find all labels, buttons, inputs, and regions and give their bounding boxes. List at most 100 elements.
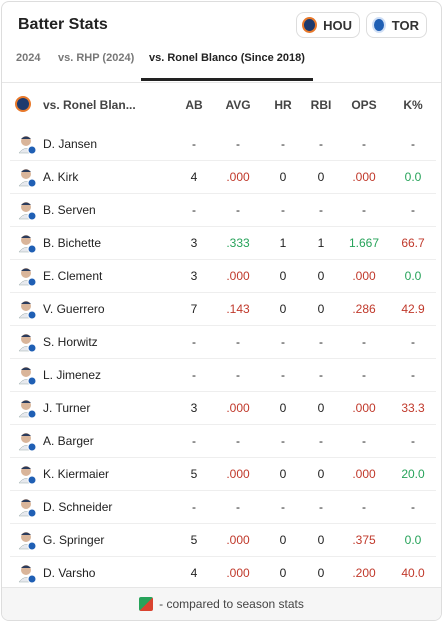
player-row: J. Turner 3 .000 0 0 .000 33.3 — [10, 392, 436, 425]
player-name[interactable]: D. Jansen — [43, 137, 98, 151]
tab[interactable]: vs. Ronel Blanco (Since 2018) — [141, 52, 313, 81]
stat-value: - — [411, 368, 415, 382]
player-name[interactable]: E. Clement — [43, 269, 103, 283]
team-button[interactable]: HOU — [296, 12, 360, 38]
avatar-icon — [18, 400, 37, 419]
player-avatar — [18, 201, 37, 221]
stat-value: 0 — [317, 170, 325, 184]
stat-value: 0 — [317, 302, 325, 316]
player-name[interactable]: J. Turner — [43, 401, 91, 415]
stat-value: .200 — [352, 566, 376, 580]
player-row: A. Barger - - - - - - — [10, 425, 436, 458]
player-avatar — [18, 564, 37, 584]
stat-value: 20.0 — [401, 467, 425, 481]
player-name[interactable]: B. Bichette — [43, 236, 102, 250]
player-avatar — [18, 399, 37, 419]
stat-value: - — [319, 335, 323, 349]
tab[interactable]: 2024 — [16, 52, 41, 64]
player-avatar — [18, 333, 37, 353]
player-name[interactable]: A. Barger — [43, 434, 94, 448]
player-name[interactable]: K. Kiermaier — [43, 467, 110, 481]
legend-swatch — [139, 597, 154, 611]
player-name[interactable]: B. Serven — [43, 203, 96, 217]
player-name[interactable]: D. Schneider — [43, 500, 113, 514]
avatar-icon — [18, 565, 37, 584]
stat-value: 5 — [190, 533, 198, 547]
stat-value: .000 — [226, 467, 250, 481]
avatar-icon — [18, 334, 37, 353]
stat-value: .000 — [226, 401, 250, 415]
player-name[interactable]: A. Kirk — [43, 170, 79, 184]
stat-value: .000 — [352, 170, 376, 184]
tab[interactable]: vs. RHP (2024) — [58, 52, 135, 64]
stat-value: - — [281, 434, 285, 448]
stat-value: 0 — [279, 302, 287, 316]
column-header: K% — [403, 97, 423, 112]
column-header: RBI — [310, 97, 332, 112]
stat-value: - — [411, 137, 415, 151]
stat-value: 0 — [279, 401, 287, 415]
table-header: vs. Ronel Blan... AB AVG HR RBI OPS K% — [10, 88, 436, 121]
stat-value: - — [362, 500, 366, 514]
avatar-icon — [18, 499, 37, 518]
team-logo — [372, 17, 386, 33]
stat-value: - — [192, 434, 196, 448]
stat-value: - — [236, 434, 240, 448]
stat-value: 0 — [279, 269, 287, 283]
stat-value: - — [411, 335, 415, 349]
player-name[interactable]: V. Guerrero — [43, 302, 105, 316]
player-name[interactable]: G. Springer — [43, 533, 105, 547]
stat-value: 4 — [190, 566, 198, 580]
player-avatar — [18, 168, 37, 188]
stat-value: .000 — [352, 401, 376, 415]
stat-value: 3 — [190, 401, 198, 415]
stat-value: - — [236, 137, 240, 151]
stat-value: - — [319, 368, 323, 382]
player-name[interactable]: L. Jimenez — [43, 368, 102, 382]
stat-value: 1.667 — [348, 236, 380, 250]
column-header: AB — [185, 97, 203, 112]
stat-value: - — [281, 500, 285, 514]
player-avatar — [18, 300, 37, 320]
player-row: D. Schneider - - - - - - — [10, 491, 436, 524]
player-row: B. Serven - - - - - - — [10, 194, 436, 227]
stat-value: 0 — [317, 533, 325, 547]
stat-value: - — [411, 500, 415, 514]
stat-value: 0.0 — [404, 269, 422, 283]
stat-value: - — [362, 203, 366, 217]
player-name[interactable]: D. Varsho — [43, 566, 96, 580]
avatar-icon — [18, 136, 37, 155]
team-button[interactable]: TOR — [366, 12, 427, 38]
stat-value: - — [362, 434, 366, 448]
stat-value: - — [281, 137, 285, 151]
avatar-icon — [18, 433, 37, 452]
player-avatar — [18, 234, 37, 254]
stat-value: 42.9 — [401, 302, 425, 316]
stat-value: .333 — [226, 236, 250, 250]
player-avatar — [18, 432, 37, 452]
stat-value: - — [236, 203, 240, 217]
team-logo — [302, 17, 318, 33]
stat-value: - — [192, 203, 196, 217]
stat-value: .000 — [226, 269, 250, 283]
stat-value: 0.0 — [404, 533, 422, 547]
player-row: A. Kirk 4 .000 0 0 .000 0.0 — [10, 161, 436, 194]
stat-value: 3 — [190, 269, 198, 283]
stat-value: .000 — [352, 269, 376, 283]
stat-value: - — [319, 500, 323, 514]
team-label: HOU — [323, 17, 352, 33]
player-avatar — [18, 531, 37, 551]
stat-value: - — [281, 368, 285, 382]
stat-value: - — [411, 434, 415, 448]
column-header: vs. Ronel Blan... — [43, 97, 136, 112]
player-name[interactable]: S. Horwitz — [43, 335, 98, 349]
player-avatar — [18, 465, 37, 485]
stat-value: .143 — [226, 302, 250, 316]
stat-value: 0 — [279, 566, 287, 580]
player-row: V. Guerrero 7 .143 0 0 .286 42.9 — [10, 293, 436, 326]
stat-value: - — [236, 335, 240, 349]
player-avatar — [18, 135, 37, 155]
stat-value: .000 — [226, 566, 250, 580]
stat-value: - — [192, 500, 196, 514]
